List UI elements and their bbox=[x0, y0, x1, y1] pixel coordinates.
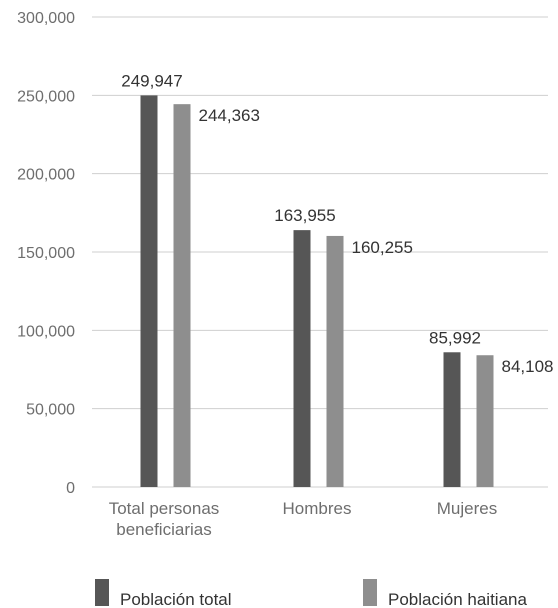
x-tick-label: Hombres bbox=[283, 499, 352, 518]
data-label: 163,955 bbox=[274, 206, 335, 225]
data-label: 249,947 bbox=[121, 71, 182, 90]
bar bbox=[173, 104, 191, 487]
x-tick-label: Total personas bbox=[109, 499, 220, 518]
bar bbox=[326, 235, 344, 487]
bar bbox=[140, 95, 158, 487]
y-tick-label: 150,000 bbox=[17, 245, 75, 262]
y-tick-label: 300,000 bbox=[17, 10, 75, 27]
data-label: 244,363 bbox=[199, 106, 260, 125]
legend-label: Población haitiana bbox=[388, 590, 527, 608]
legend-swatch bbox=[95, 579, 109, 606]
y-tick-label: 100,000 bbox=[17, 323, 75, 340]
data-label: 84,108 bbox=[502, 357, 554, 376]
bar bbox=[293, 230, 311, 488]
y-tick-label: 50,000 bbox=[26, 402, 75, 419]
y-tick-label: 200,000 bbox=[17, 167, 75, 184]
bar bbox=[443, 352, 461, 487]
data-label: 85,992 bbox=[429, 328, 481, 347]
x-tick-label: Mujeres bbox=[437, 499, 497, 518]
bar bbox=[476, 355, 494, 487]
y-tick-label: 250,000 bbox=[17, 88, 75, 105]
data-label: 160,255 bbox=[352, 238, 413, 257]
legend-label: Población total bbox=[120, 590, 232, 608]
legend-swatch bbox=[363, 579, 377, 606]
y-tick-label: 0 bbox=[66, 480, 75, 497]
x-tick-label: beneficiarias bbox=[116, 520, 211, 539]
